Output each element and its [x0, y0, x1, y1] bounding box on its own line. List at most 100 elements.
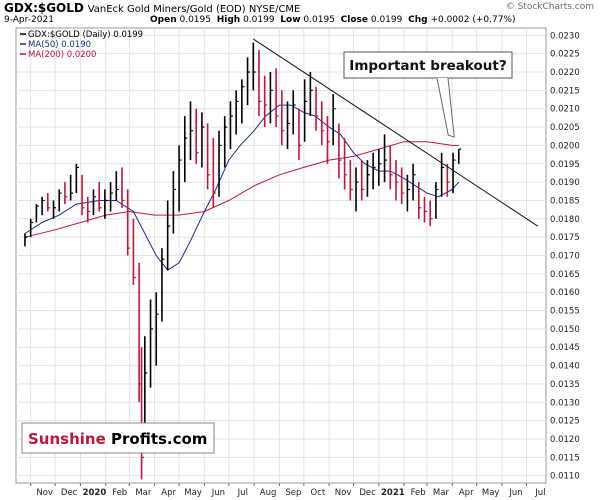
y-tick-label: 0.0160: [550, 288, 580, 298]
price-bar: [144, 336, 148, 439]
high-label: High: [216, 15, 241, 25]
x-tick-label: Aug: [260, 488, 277, 498]
price-bar: [446, 163, 450, 197]
ma200-line: [24, 141, 459, 238]
price-bar: [172, 171, 176, 234]
price-bar: [81, 174, 85, 216]
price-bar: [178, 145, 182, 212]
price-bar: [355, 167, 359, 212]
x-tick-label: Jun: [508, 488, 522, 498]
price-bar: [423, 196, 428, 223]
x-tick-label: Jun: [211, 488, 225, 498]
quote-date: 9-Apr-2021: [4, 15, 54, 25]
stockcharts-credit: © StockCharts.com: [505, 2, 594, 12]
legend-label: MA(200) 0.0200: [28, 50, 96, 60]
price-bar: [332, 94, 336, 146]
chart-title: GDX:$GOLD VanEck Gold Miners/Gold (EOD) …: [4, 1, 300, 15]
price-bar: [275, 68, 279, 128]
price-bar: [166, 200, 171, 271]
x-tick-label: Apr: [459, 488, 474, 498]
ma50-series: [24, 104, 460, 271]
price-bar: [309, 72, 313, 117]
y-tick-label: 0.0210: [550, 105, 580, 115]
price-bar: [104, 189, 108, 219]
price-bar: [29, 218, 34, 238]
y-tick-label: 0.0165: [550, 270, 580, 280]
price-bar: [183, 116, 188, 183]
price-bar: [241, 79, 245, 124]
price-bar: [109, 182, 114, 212]
price-bar: [161, 248, 165, 322]
price-bar: [58, 189, 62, 212]
price-bar: [52, 200, 57, 219]
price-bar: [132, 218, 136, 285]
ma50-line: [24, 104, 460, 271]
callout-box: [343, 51, 513, 79]
price-bar: [366, 160, 370, 197]
price-bar: [378, 149, 382, 186]
close-value: 0.0199: [370, 15, 403, 25]
x-tick-label: Oct: [310, 488, 325, 498]
trendline: [253, 38, 539, 227]
y-tick-label: 0.0155: [550, 307, 580, 317]
x-tick-label: 2021: [381, 488, 405, 498]
high-value: 0.0199: [243, 15, 275, 25]
y-tick-label: 0.0130: [550, 398, 580, 408]
price-bar: [343, 138, 348, 190]
price-bar: [98, 182, 102, 212]
price-bar: [303, 79, 308, 142]
price-bar: [315, 86, 319, 131]
callout-text: Important breakout?: [349, 58, 506, 74]
price-bar: [457, 148, 462, 164]
x-tick-label: Feb: [411, 488, 426, 498]
price-bar: [286, 101, 291, 150]
price-bar: [201, 112, 205, 168]
chg-value: +0.0002 (+0.77%): [430, 15, 516, 25]
price-bar: [338, 123, 342, 179]
watermark-box: [21, 422, 215, 454]
price-bar: [218, 130, 222, 197]
price-bar: [440, 152, 445, 197]
y-tick-label: 0.0200: [550, 141, 580, 151]
price-bar: [92, 189, 96, 216]
price-bar: [69, 174, 74, 201]
y-axis: 0.0110 0.0115 0.0120 0.0125 0.0130 0.0135 0.01…: [550, 31, 580, 481]
low-label: Low: [280, 15, 301, 25]
price-bar: [389, 145, 393, 190]
y-tick-label: 0.0215: [550, 86, 580, 96]
price-bar: [400, 167, 405, 205]
price-bar: [155, 292, 159, 366]
y-tick-label: 0.0230: [550, 31, 580, 41]
x-tick-label: Apr: [161, 488, 176, 498]
price-bar: [246, 57, 251, 106]
x-tick-label: Nov: [36, 488, 53, 498]
price-bar: [298, 108, 302, 161]
price-bar: [252, 42, 256, 91]
price-bar: [258, 50, 262, 117]
price-bar: [35, 204, 39, 223]
callout-pointer: [436, 77, 455, 138]
x-tick-label: Feb: [112, 488, 127, 498]
price-bar: [292, 90, 296, 135]
price-bar: [320, 101, 325, 146]
price-bar: [149, 299, 154, 388]
price-bars: [24, 42, 462, 480]
x-tick-label: Mar: [433, 488, 450, 498]
close-label: Close: [340, 15, 368, 25]
price-bar: [326, 116, 330, 164]
price-bar: [41, 196, 45, 216]
y-tick-label: 0.0175: [550, 233, 580, 243]
low-value: 0.0195: [303, 15, 335, 25]
price-bar: [406, 174, 410, 212]
y-tick-label: 0.0190: [550, 178, 580, 188]
y-tick-label: 0.0140: [550, 362, 580, 372]
price-bar: [46, 193, 51, 212]
price-bar: [140, 347, 145, 480]
y-tick-label: 0.0195: [550, 160, 580, 170]
x-tick-label: 2020: [83, 488, 107, 498]
y-tick-label: 0.0220: [550, 68, 580, 78]
ma200-series: [24, 141, 459, 238]
price-bar: [281, 90, 285, 146]
